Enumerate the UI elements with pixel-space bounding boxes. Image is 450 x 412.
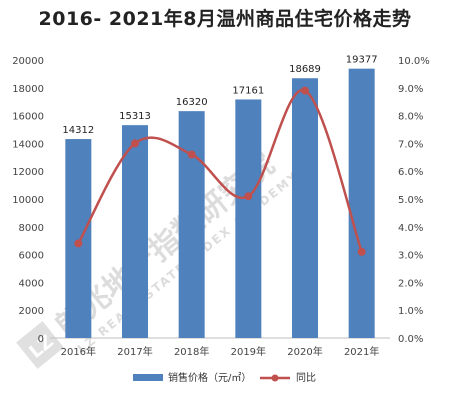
line-series xyxy=(74,86,366,256)
y-left-tick-label: 2000 xyxy=(19,306,44,317)
y-left-tick-label: 16000 xyxy=(12,112,44,123)
line-point xyxy=(244,192,253,201)
bar-data-label: 17161 xyxy=(232,85,264,96)
x-tick-label: 2018年 xyxy=(174,345,209,358)
y-left-tick-label: 10000 xyxy=(12,195,44,206)
bar xyxy=(122,125,148,339)
line-path xyxy=(77,89,363,253)
y-right-tick-label: 5.0% xyxy=(398,195,423,206)
x-tick-label: 2019年 xyxy=(231,345,266,358)
y-left-tick-label: 4000 xyxy=(19,278,44,289)
y-left-tick-label: 0 xyxy=(38,334,44,345)
y-left-tick-label: 18000 xyxy=(12,84,44,95)
bar xyxy=(235,99,262,338)
legend-label-bar: 销售价格（元/㎡） xyxy=(168,371,251,384)
x-tick-label: 2020年 xyxy=(287,345,322,358)
y-right-tick-label: 10.0% xyxy=(398,56,430,67)
bar-data-label: 14312 xyxy=(62,125,94,136)
legend-swatch-bar xyxy=(133,374,163,381)
y-left-tick-label: 8000 xyxy=(19,223,44,234)
bar xyxy=(348,68,375,338)
bar-data-label: 18689 xyxy=(289,64,321,75)
bar-data-label: 16320 xyxy=(176,97,208,108)
y-left-tick-label: 6000 xyxy=(19,251,44,262)
x-tick-label: 2016年 xyxy=(61,345,96,358)
y-right-tick-label: 8.0% xyxy=(398,112,423,123)
line-point xyxy=(74,239,83,248)
bar-data-label: 15313 xyxy=(119,111,151,122)
y-right-tick-label: 0.0% xyxy=(398,334,423,345)
data-labels: 14312 15313 16320 17161 18689 19377 xyxy=(62,55,377,136)
bar-data-label: 19377 xyxy=(346,55,378,66)
bar xyxy=(178,111,205,338)
x-tick-label: 2021年 xyxy=(344,345,379,358)
y-left-tick-label: 12000 xyxy=(12,167,44,178)
chart-axes: 0 2000 4000 6000 8000 10000 12000 14000 16000 180… xyxy=(12,56,430,358)
chart-legend: 销售价格（元/㎡） 同比 xyxy=(133,371,316,384)
y-right-tick-label: 9.0% xyxy=(398,84,423,95)
y-left-tick-label: 14000 xyxy=(12,139,44,150)
y-right-tick-label: 2.0% xyxy=(398,278,423,289)
legend-swatch-marker xyxy=(271,374,279,382)
chart-title: 2016- 2021年8月温州商品住宅价格走势 xyxy=(38,8,412,30)
y-right-tick-label: 4.0% xyxy=(398,223,423,234)
y-right-tick-label: 1.0% xyxy=(398,306,423,317)
line-point xyxy=(357,247,366,256)
y-right-tick-label: 3.0% xyxy=(398,251,423,262)
bar xyxy=(65,139,92,338)
y-right-tick-label: 7.0% xyxy=(398,139,423,150)
y-right-tick-label: 6.0% xyxy=(398,167,423,178)
legend-label-line: 同比 xyxy=(296,372,316,384)
bar xyxy=(292,78,318,338)
line-point xyxy=(131,139,139,148)
x-tick-label: 2017年 xyxy=(117,345,152,358)
bar-series xyxy=(65,68,375,339)
watermark-logo xyxy=(16,321,64,369)
line-point xyxy=(187,150,196,159)
y-left-tick-label: 20000 xyxy=(12,56,44,67)
line-point xyxy=(301,86,309,95)
